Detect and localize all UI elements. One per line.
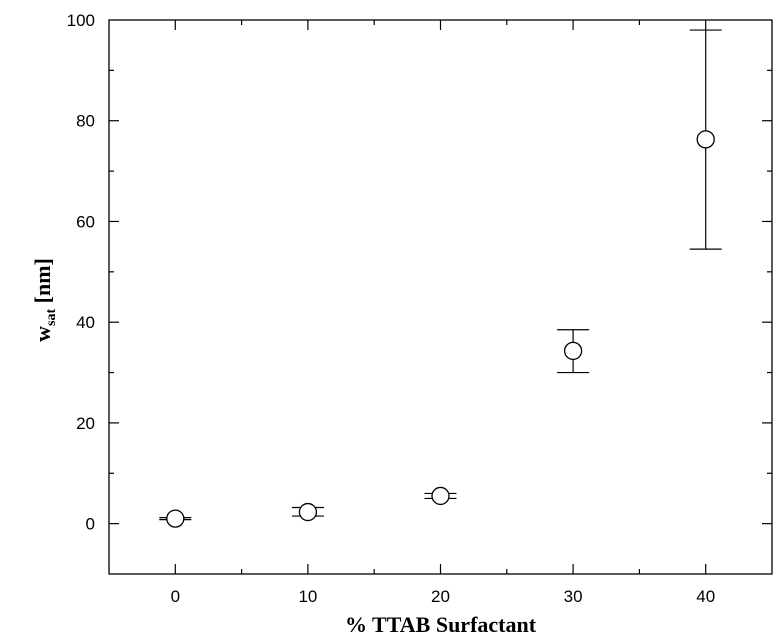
data-point — [563, 341, 583, 361]
y-axis-title: wsat [nm] — [30, 258, 59, 342]
data-point — [166, 509, 185, 528]
data-point — [431, 486, 450, 506]
x-tick-label: 0 — [171, 587, 180, 606]
y-axis-title-subscript: sat — [44, 309, 59, 326]
y-tick-label: 40 — [76, 313, 95, 332]
y-tick-label: 0 — [86, 515, 95, 534]
y-tick-label: 20 — [76, 414, 95, 433]
data-markers — [166, 130, 715, 528]
y-axis-title-unit: [nm] — [30, 258, 55, 309]
tick-labels: 0 10 20 30 40 0 20 40 60 80 100 — [67, 11, 716, 606]
y-tick-label: 100 — [67, 11, 95, 30]
data-point — [298, 502, 318, 522]
axis-ticks — [109, 20, 772, 574]
y-axis-title-main: w — [30, 326, 55, 342]
y-tick-label: 80 — [76, 112, 95, 131]
x-tick-label: 40 — [696, 587, 715, 606]
y-tick-label: 60 — [76, 212, 95, 231]
x-tick-label: 30 — [564, 587, 583, 606]
data-point — [696, 130, 715, 149]
error-bars — [159, 29, 722, 521]
x-tick-label: 20 — [431, 587, 450, 606]
x-axis-title: % TTAB Surfactant — [345, 612, 537, 637]
x-tick-label: 10 — [298, 587, 317, 606]
